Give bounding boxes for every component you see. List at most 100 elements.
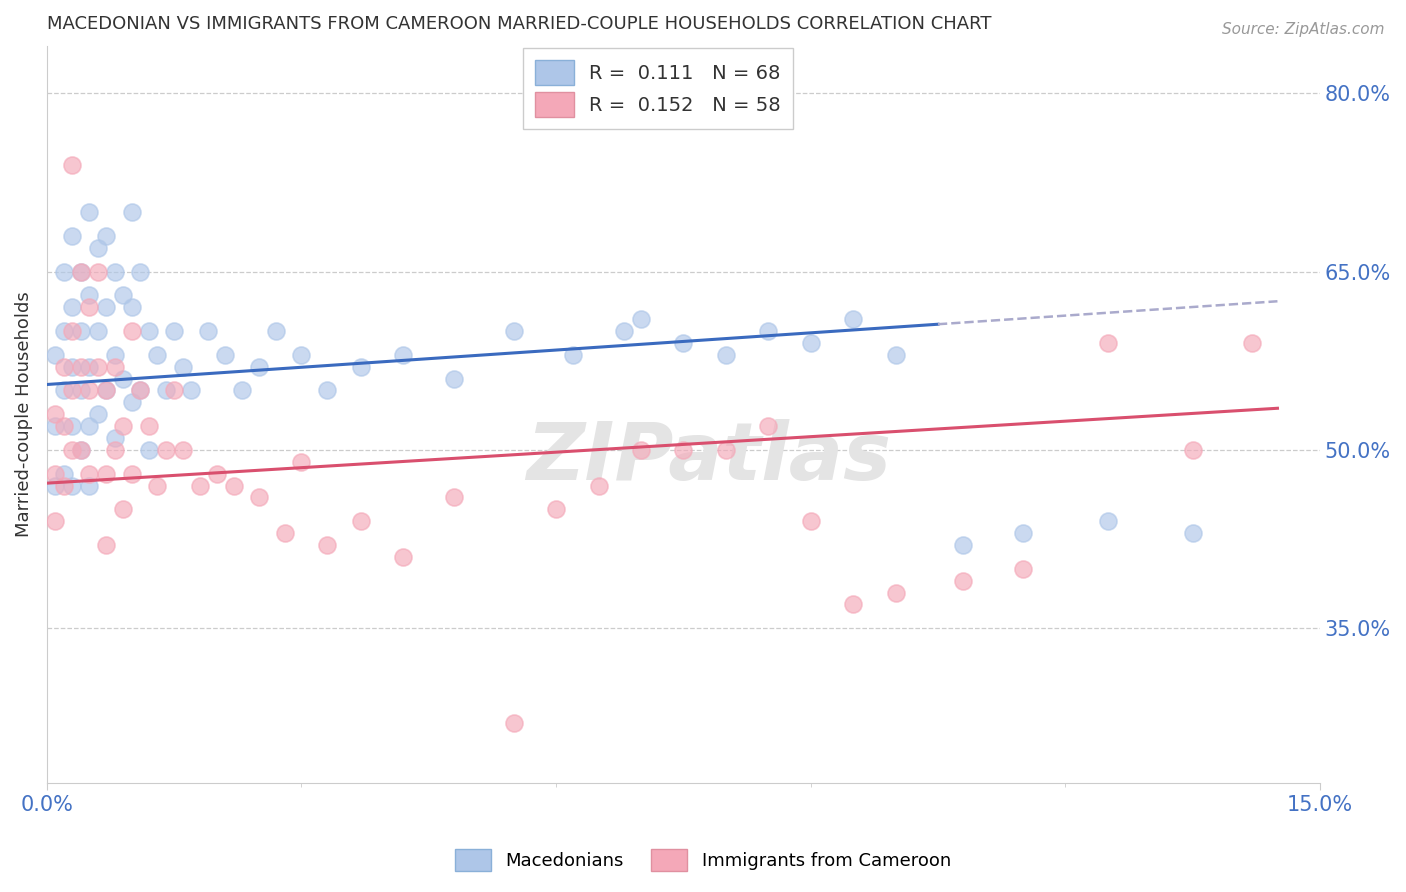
Point xyxy=(800,514,823,528)
Point xyxy=(1181,526,1204,541)
Point xyxy=(316,384,339,398)
Point xyxy=(714,348,737,362)
Point xyxy=(52,264,75,278)
Legend: R =  0.111   N = 68, R =  0.152   N = 58: R = 0.111 N = 68, R = 0.152 N = 58 xyxy=(523,48,793,129)
Point xyxy=(44,348,66,362)
Point xyxy=(672,442,695,457)
Point xyxy=(121,395,143,409)
Point xyxy=(214,348,236,362)
Point xyxy=(290,455,312,469)
Point xyxy=(1181,442,1204,457)
Point xyxy=(121,467,143,481)
Point xyxy=(443,371,465,385)
Point xyxy=(756,419,779,434)
Point xyxy=(60,324,83,338)
Point xyxy=(52,478,75,492)
Point xyxy=(44,407,66,421)
Point xyxy=(588,478,610,492)
Point xyxy=(104,431,127,445)
Point xyxy=(800,335,823,350)
Point xyxy=(952,574,974,588)
Point xyxy=(44,467,66,481)
Point xyxy=(69,442,91,457)
Point xyxy=(44,514,66,528)
Point xyxy=(172,359,194,374)
Point xyxy=(60,419,83,434)
Point xyxy=(79,467,101,481)
Point xyxy=(112,371,135,385)
Point xyxy=(350,514,373,528)
Point xyxy=(316,538,339,552)
Point xyxy=(443,491,465,505)
Point xyxy=(613,324,636,338)
Point xyxy=(672,335,695,350)
Point xyxy=(172,442,194,457)
Point xyxy=(69,442,91,457)
Point xyxy=(44,419,66,434)
Point xyxy=(546,502,568,516)
Point xyxy=(52,359,75,374)
Point xyxy=(60,157,83,171)
Point xyxy=(87,359,110,374)
Point xyxy=(392,549,415,564)
Point xyxy=(163,324,186,338)
Point xyxy=(129,384,152,398)
Point xyxy=(1011,562,1033,576)
Point xyxy=(79,288,101,302)
Legend: Macedonians, Immigrants from Cameroon: Macedonians, Immigrants from Cameroon xyxy=(449,842,957,879)
Point xyxy=(60,300,83,314)
Point xyxy=(69,324,91,338)
Point xyxy=(52,467,75,481)
Point xyxy=(96,300,118,314)
Point xyxy=(79,205,101,219)
Point xyxy=(842,312,865,326)
Point xyxy=(60,478,83,492)
Point xyxy=(1011,526,1033,541)
Point xyxy=(79,300,101,314)
Point xyxy=(273,526,295,541)
Point xyxy=(163,384,186,398)
Point xyxy=(188,478,211,492)
Point xyxy=(60,228,83,243)
Point xyxy=(121,324,143,338)
Point xyxy=(129,264,152,278)
Point xyxy=(112,288,135,302)
Point xyxy=(842,598,865,612)
Point xyxy=(104,442,127,457)
Point xyxy=(1097,514,1119,528)
Point xyxy=(205,467,228,481)
Point xyxy=(96,538,118,552)
Point xyxy=(96,384,118,398)
Point xyxy=(112,502,135,516)
Point xyxy=(630,442,652,457)
Point xyxy=(87,241,110,255)
Point xyxy=(87,407,110,421)
Point xyxy=(44,478,66,492)
Point xyxy=(87,264,110,278)
Point xyxy=(52,419,75,434)
Point xyxy=(104,264,127,278)
Point xyxy=(562,348,585,362)
Point xyxy=(104,359,127,374)
Point xyxy=(79,384,101,398)
Point xyxy=(180,384,202,398)
Point xyxy=(79,478,101,492)
Point xyxy=(502,324,524,338)
Point xyxy=(112,419,135,434)
Point xyxy=(121,205,143,219)
Point xyxy=(60,359,83,374)
Point xyxy=(884,585,907,599)
Text: Source: ZipAtlas.com: Source: ZipAtlas.com xyxy=(1222,22,1385,37)
Point xyxy=(247,491,270,505)
Text: MACEDONIAN VS IMMIGRANTS FROM CAMEROON MARRIED-COUPLE HOUSEHOLDS CORRELATION CHA: MACEDONIAN VS IMMIGRANTS FROM CAMEROON M… xyxy=(46,15,991,33)
Point xyxy=(138,419,160,434)
Point xyxy=(60,384,83,398)
Point xyxy=(290,348,312,362)
Point xyxy=(129,384,152,398)
Point xyxy=(69,359,91,374)
Point xyxy=(247,359,270,374)
Point xyxy=(1097,335,1119,350)
Point xyxy=(69,384,91,398)
Point xyxy=(60,442,83,457)
Point xyxy=(121,300,143,314)
